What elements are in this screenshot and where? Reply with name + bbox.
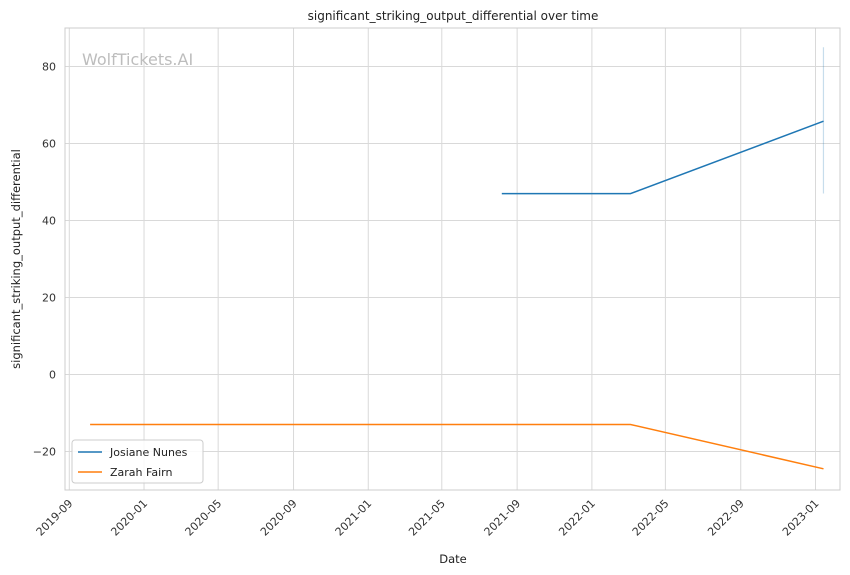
series-line-1 xyxy=(90,423,824,470)
chart-title: significant_striking_output_differential… xyxy=(308,9,599,23)
y-tick-labels: 80 60 40 20 0 −20 xyxy=(33,61,56,459)
x-tick-label-2: 2020-05 xyxy=(183,497,225,539)
y-tick-label-2: 40 xyxy=(42,215,56,228)
series-lines xyxy=(90,120,824,470)
y-tick-label-5: −20 xyxy=(33,446,56,459)
y-tick-label-1: 60 xyxy=(42,138,56,151)
x-tick-label-10: 2023-01 xyxy=(780,497,822,539)
y-tick-label-4: 0 xyxy=(49,369,56,382)
grid xyxy=(65,28,840,490)
y-tick-label-0: 80 xyxy=(42,61,56,74)
plot-area xyxy=(64,27,841,491)
legend-label-1: Zarah Fairn xyxy=(110,466,172,479)
legend: Josiane Nunes Zarah Fairn xyxy=(71,439,204,484)
x-tick-label-4: 2021-01 xyxy=(333,497,375,539)
x-tick-label-6: 2021-09 xyxy=(482,497,524,539)
x-tick-label-8: 2022-05 xyxy=(630,497,672,539)
series-line-0 xyxy=(501,120,824,195)
x-tick-label-0: 2019-09 xyxy=(34,497,76,539)
x-tick-label-5: 2021-05 xyxy=(406,497,448,539)
x-axis-title: Date xyxy=(439,552,467,566)
y-axis-title: significant_striking_output_differential xyxy=(9,149,23,369)
x-tick-labels: 2019-09 2020-01 2020-05 2020-09 2021-01 2021-… xyxy=(34,497,822,539)
watermark: WolfTickets.AI xyxy=(82,50,193,69)
y-tick-label-3: 20 xyxy=(42,292,56,305)
legend-label-0: Josiane Nunes xyxy=(109,446,188,459)
x-tick-label-1: 2020-01 xyxy=(108,497,150,539)
x-tick-label-3: 2020-09 xyxy=(258,497,300,539)
legend-box xyxy=(71,439,204,484)
x-tick-label-7: 2022-01 xyxy=(556,497,598,539)
x-tick-label-9: 2022-09 xyxy=(705,497,747,539)
